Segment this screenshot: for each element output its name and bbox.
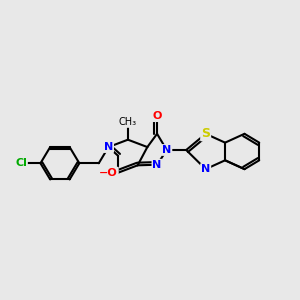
- Text: N: N: [104, 142, 113, 152]
- Text: N: N: [162, 145, 171, 155]
- Text: Cl: Cl: [15, 158, 27, 168]
- Text: CH₃: CH₃: [119, 117, 137, 127]
- Text: N: N: [201, 164, 210, 174]
- Text: −O: −O: [99, 168, 118, 178]
- Text: O: O: [152, 111, 162, 121]
- Text: S: S: [201, 127, 210, 140]
- Text: N: N: [152, 160, 162, 170]
